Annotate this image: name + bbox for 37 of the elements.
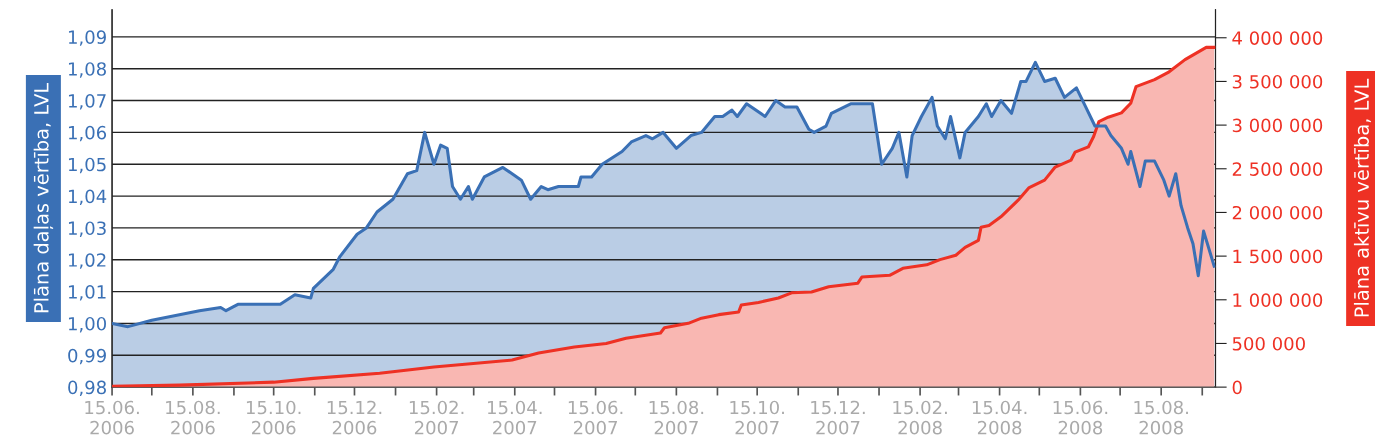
x-tick-label: 15.06. 2006	[85, 400, 139, 435]
y-tick-label: 1,06	[68, 125, 107, 142]
y-tick-label: 0,99	[68, 348, 106, 365]
y-tick-label: 1,04	[68, 189, 107, 206]
y2-tick-label: 3 500 000	[1232, 74, 1323, 89]
y2-tick-label: 3 000 000	[1232, 118, 1323, 133]
y-axis-title: Plāna daļas vērtība, LVL	[33, 82, 54, 313]
y-tick-label: 1,01	[68, 285, 106, 301]
y2-tick-label: 1 000 000	[1233, 293, 1323, 307]
y-tick-label: 1,02	[68, 253, 106, 269]
y2-tick-label: 1 500 000	[1233, 249, 1323, 264]
y2-axis-title: Plāna aktīvu vērtība, LVL	[1353, 78, 1371, 317]
y2-tick-label: 0	[1232, 380, 1242, 395]
x-tick-label: 15.02. 2008	[893, 400, 947, 435]
y-tick-label: 1,07	[68, 94, 106, 110]
y2-tick-label: 500 000	[1232, 336, 1305, 351]
x-tick-label: 15.12. 2007	[811, 400, 865, 435]
x-tick-label: 15.06. 2007	[568, 400, 623, 435]
x-tick-label: 15.08. 2007	[649, 400, 704, 435]
x-tick-label: 15.04. 2007	[488, 400, 542, 435]
x-tick-label: 15.02. 2007	[409, 400, 464, 435]
x-tick-label: 15.12. 2006	[327, 400, 382, 435]
y-tick-label: 1,05	[68, 157, 106, 174]
y2-tick-label: 2 000 000	[1232, 205, 1323, 220]
y2-tick-label: 2 500 000	[1232, 162, 1323, 176]
y-tick-label: 1,09	[68, 30, 106, 46]
x-tick-label: 15.10. 2006	[246, 400, 301, 435]
y-tick-label: 1,00	[68, 316, 106, 333]
x-tick-label: 15.08. 2008	[1134, 400, 1188, 435]
x-tick-label: 15.04. 2008	[972, 400, 1027, 435]
x-tick-label: 15.06. 2008	[1053, 400, 1108, 435]
x-tick-label: 15.10. 2007	[730, 400, 784, 435]
y2-tick-label: 4 000 000	[1232, 31, 1323, 45]
y-tick-label: 1,03	[68, 221, 106, 237]
y-tick-label: 0,98	[68, 380, 106, 397]
y-tick-label: 1,08	[68, 62, 106, 78]
x-tick-label: 15.08. 2006	[166, 400, 220, 435]
